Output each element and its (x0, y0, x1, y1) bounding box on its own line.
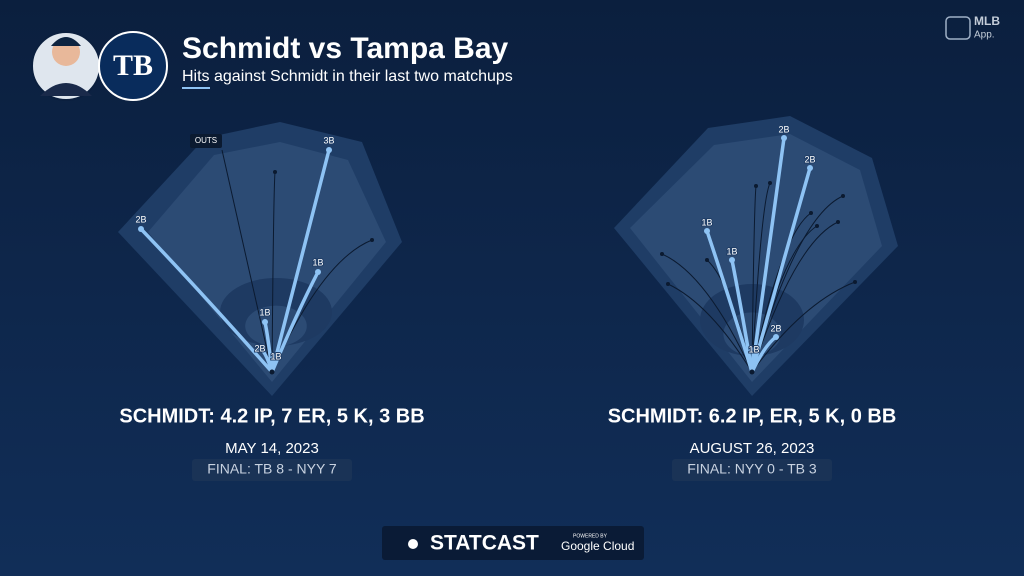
game-date: MAY 14, 2023 (225, 440, 319, 457)
hit-label: 2B (770, 323, 781, 333)
hit-label: 2B (804, 154, 815, 164)
hit-label: 1B (259, 307, 270, 317)
team-logo-text: TB (113, 49, 153, 82)
field-inner (630, 134, 882, 382)
app-badge-text: App. (974, 30, 995, 41)
out-marker (666, 282, 670, 286)
hit-trajectory (730, 258, 754, 374)
hit-marker (257, 346, 263, 352)
out-trajectory (751, 185, 757, 373)
outs-label: OUTS (195, 136, 217, 145)
hit-trajectory (750, 136, 786, 374)
hit-marker (704, 228, 710, 234)
hit-trajectory (750, 166, 812, 374)
hit-marker (729, 257, 735, 263)
hit-label: 2B (778, 124, 789, 134)
app-icon (945, 16, 971, 40)
hit-label: 1B (748, 344, 759, 354)
hit-label: 2B (135, 214, 146, 224)
out-marker (841, 194, 845, 198)
footer-powered: POWERED BY (573, 533, 608, 539)
out-marker (809, 211, 813, 215)
out-marker (768, 181, 772, 185)
footer-box (382, 526, 644, 560)
game-date: AUGUST 26, 2023 (690, 440, 815, 457)
final-box (192, 459, 352, 481)
hit-marker (273, 354, 279, 360)
hit-marker (262, 319, 268, 325)
out-trajectory (751, 221, 839, 373)
hit-trajectory (270, 148, 331, 374)
hit-label: 1B (270, 351, 281, 361)
final-box (672, 459, 832, 481)
hit-label: 1B (726, 246, 737, 256)
out-marker (836, 220, 840, 224)
out-marker (853, 280, 857, 284)
outs-label-box (190, 134, 222, 148)
pitcher-line: SCHMIDT: 4.2 IP, 7 ER, 5 K, 3 BB (119, 405, 424, 427)
footer-ball (408, 539, 418, 549)
hit-label: 3B (323, 135, 334, 145)
field-inner (148, 142, 386, 382)
out-marker (815, 224, 819, 228)
out-trajectory (661, 253, 753, 373)
out-marker (705, 258, 709, 262)
out-marker (754, 184, 758, 188)
team-logo (98, 31, 168, 101)
hit-marker (326, 147, 332, 153)
hit-marker (773, 334, 779, 340)
home-plate (269, 369, 275, 375)
infield-grass (245, 305, 307, 347)
final-score: FINAL: NYY 0 - TB 3 (687, 461, 817, 477)
player-cap (51, 37, 81, 46)
hit-marker (807, 165, 813, 171)
hit-marker (751, 347, 757, 353)
hit-label: 1B (701, 217, 712, 227)
out-trajectory (751, 281, 856, 373)
subtitle: Hits against Schmidt in their last two m… (182, 68, 513, 85)
out-trajectory (751, 182, 771, 373)
player-shirt (40, 83, 92, 96)
hit-marker (138, 226, 144, 232)
hit-trajectory (705, 229, 754, 374)
out-marker (660, 252, 664, 256)
hit-trajectory (139, 227, 274, 374)
out-trajectory (667, 283, 753, 373)
pitcher-line: SCHMIDT: 6.2 IP, ER, 5 K, 0 BB (608, 405, 897, 427)
out-marker (273, 170, 277, 174)
out-trajectory (221, 149, 273, 373)
app-badge-text: MLB (974, 14, 1000, 28)
hit-marker (781, 135, 787, 141)
home-plate (749, 369, 755, 375)
hit-label: 1B (312, 257, 323, 267)
title: Schmidt vs Tampa Bay (182, 32, 509, 65)
out-trajectory (271, 171, 276, 373)
final-score: FINAL: TB 8 - NYY 7 (207, 461, 337, 477)
footer-sponsor: Google Cloud (561, 539, 634, 553)
footer-brand: STATCAST (430, 532, 539, 555)
hit-marker (315, 269, 321, 275)
hit-label: 2B (254, 343, 265, 353)
out-marker (370, 238, 374, 242)
